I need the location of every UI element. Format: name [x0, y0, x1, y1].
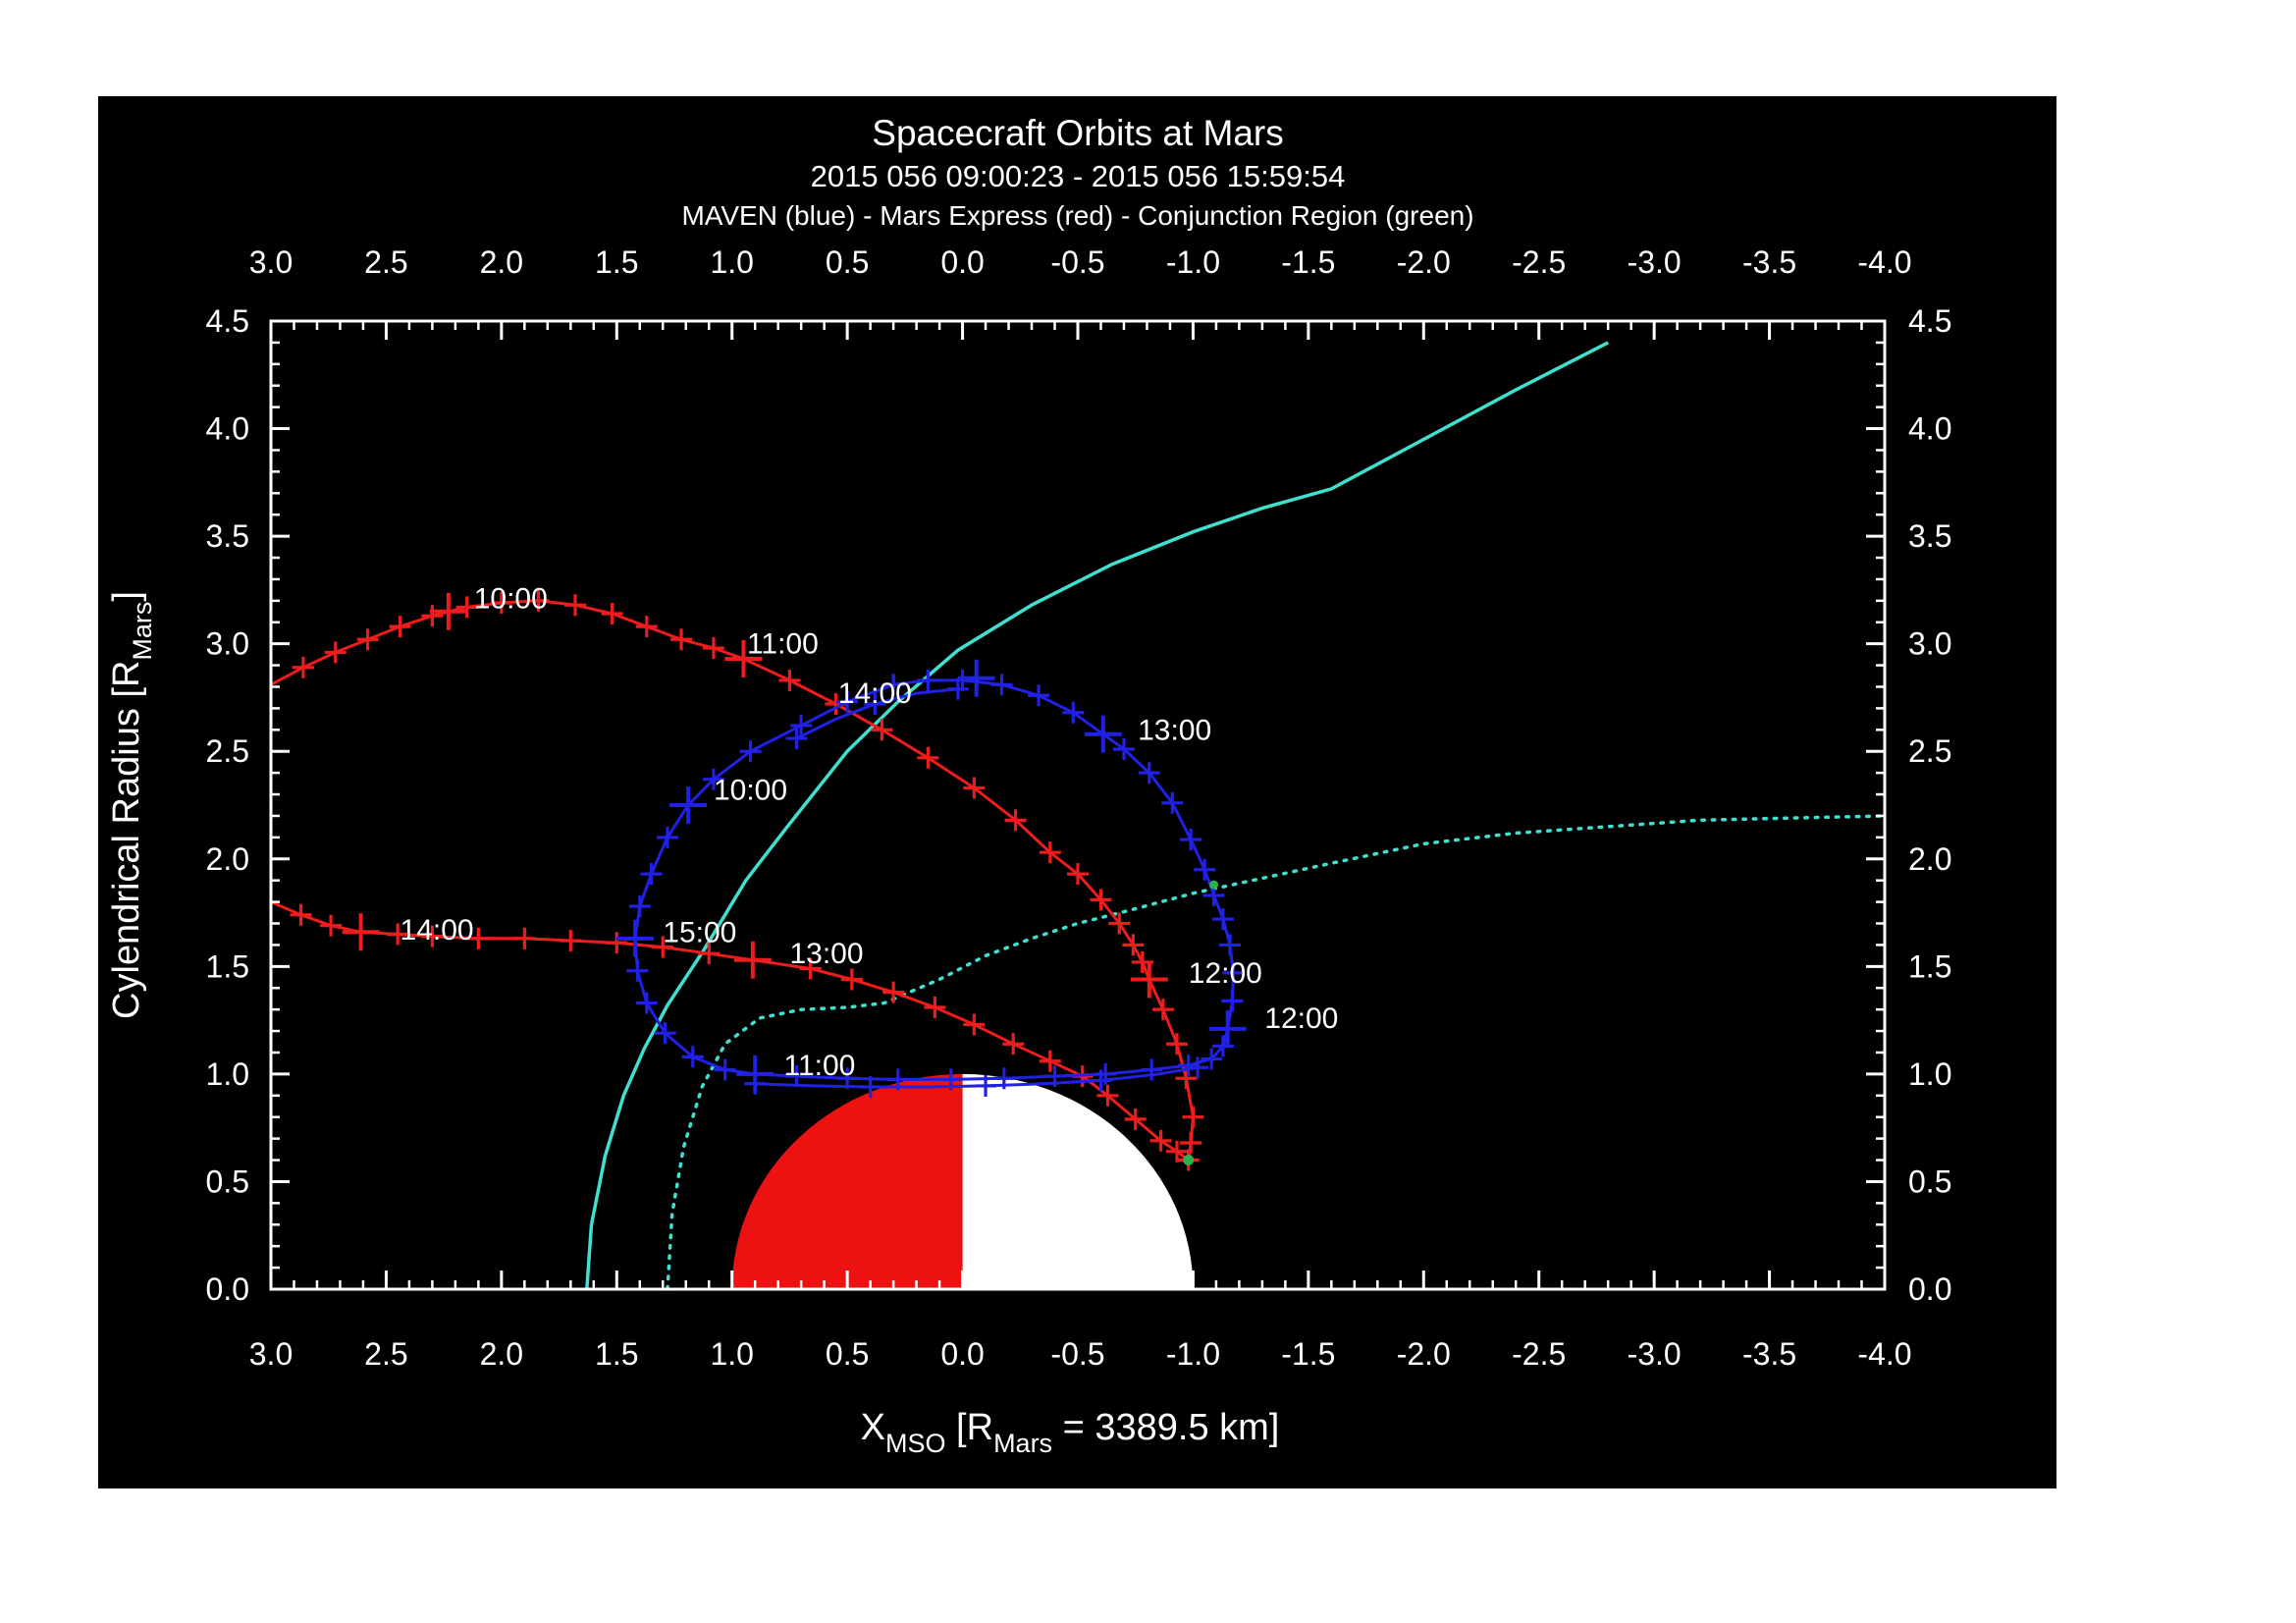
y-tick-label-right: 0.5 [1908, 1163, 1951, 1199]
x-tick-label-bottom: 2.0 [480, 1336, 523, 1372]
y-tick-label-left: 3.0 [206, 626, 249, 662]
x-tick-label-bottom: 0.0 [940, 1336, 984, 1372]
maven-time-label: 14:00 [838, 677, 912, 710]
x-tick-label-top: 0.5 [826, 244, 869, 280]
mars-dayside [731, 1073, 963, 1289]
mex-time-label: 12:00 [1189, 957, 1262, 990]
maven-orbit-retrace-top-line [785, 677, 969, 750]
x-tick-label-top: -3.5 [1742, 244, 1796, 280]
maven-time-label: 13:00 [1138, 714, 1211, 746]
y-tick-label-left: 1.0 [206, 1056, 249, 1092]
maven-time-label: 11:00 [784, 1050, 856, 1082]
x-tick-label-bottom: -4.0 [1857, 1336, 1911, 1372]
x-tick-label-bottom: -3.5 [1742, 1336, 1796, 1372]
x-tick-label-top: -2.0 [1397, 244, 1451, 280]
x-tick-label-top: -1.5 [1281, 244, 1335, 280]
mars-disk [731, 1073, 1194, 1289]
y-tick-label-left: 0.5 [206, 1163, 249, 1199]
conjunction-point [1183, 1155, 1195, 1166]
mars-express-orbit-line [270, 589, 1204, 1171]
x-tick-label-bottom: 3.0 [249, 1336, 293, 1372]
chart-layer: 10:00 11:00 12:00 13:00 14:00 10:00 11:00 12:00… [206, 244, 1952, 1372]
conjunction-point [1209, 880, 1219, 890]
x-tick-label-bottom: 1.0 [710, 1336, 753, 1372]
mex-time-label: 10:00 [474, 583, 548, 616]
x-tick-label-top: 2.0 [480, 244, 523, 280]
x-tick-label-bottom: -0.5 [1050, 1336, 1104, 1372]
x-tick-label-bottom: -2.5 [1512, 1336, 1566, 1372]
x-tick-label-bottom: -1.5 [1281, 1336, 1335, 1372]
x-tick-label-top: -0.5 [1050, 244, 1104, 280]
y-tick-label-right: 2.0 [1908, 841, 1951, 877]
maven-time-label: 15:00 [663, 916, 736, 948]
x-tick-label-top: -2.5 [1512, 244, 1566, 280]
plot-legend: MAVEN (blue) - Mars Express (red) - Conj… [681, 200, 1473, 231]
y-tick-label-right: 1.0 [1908, 1056, 1951, 1092]
y-tick-label-right: 3.0 [1908, 626, 1951, 662]
x-tick-label-bottom: 1.5 [595, 1336, 638, 1372]
time-labels: 10:00 11:00 12:00 13:00 14:00 10:00 11:00 12:00… [400, 583, 1339, 1082]
y-tick-label-right: 1.5 [1908, 948, 1951, 984]
x-axis-title: XMSO [RMars = 3389.5 km] [861, 1407, 1280, 1458]
y-tick-label-left: 2.0 [206, 841, 249, 877]
x-tick-label-top: -3.0 [1628, 244, 1682, 280]
x-tick-label-top: 2.5 [364, 244, 407, 280]
y-tick-label-left: 4.0 [206, 411, 249, 447]
x-axis-ticks: 3.0 3.0 2.5 2.5 2.0 2.0 1.5 1.5 1.0 1.0 0.5 0.5 0.0 0… [249, 244, 1912, 1372]
x-tick-label-bottom: -1.0 [1166, 1336, 1220, 1372]
mex-time-label: 13:00 [789, 938, 863, 970]
x-tick-label-bottom: -3.0 [1628, 1336, 1682, 1372]
y-tick-label-right: 4.5 [1908, 303, 1951, 339]
y-axis-title: Cylendrical Radius [RMars] [106, 591, 157, 1019]
y-axis-ticks: 0.0 0.0 0.5 0.5 1.0 1.0 1.5 1.5 2.0 2.0 2.5 2.5 3.0 3… [206, 303, 1952, 1307]
y-tick-label-left: 1.5 [206, 948, 249, 984]
maven-time-label: 10:00 [714, 775, 787, 807]
mars-nightside [962, 1073, 1194, 1289]
x-tick-label-bottom: 0.5 [826, 1336, 869, 1372]
y-tick-label-right: 2.5 [1908, 733, 1951, 769]
mex-time-label: 14:00 [400, 914, 474, 947]
x-tick-label-top: 3.0 [249, 244, 293, 280]
y-tick-label-right: 4.0 [1908, 411, 1951, 447]
magnetopause-line [666, 814, 1887, 1291]
y-tick-label-right: 0.0 [1908, 1271, 1951, 1307]
x-tick-label-top: -1.0 [1166, 244, 1220, 280]
y-tick-label-left: 4.5 [206, 303, 249, 339]
x-tick-label-top: 1.5 [595, 244, 638, 280]
y-tick-label-left: 3.5 [206, 518, 249, 554]
mex-time-label: 11:00 [747, 628, 819, 661]
y-tick-label-left: 0.0 [206, 1271, 249, 1307]
maven-time-label: 12:00 [1264, 1002, 1338, 1035]
y-tick-label-right: 3.5 [1908, 518, 1951, 554]
x-tick-label-bottom: -2.0 [1397, 1336, 1451, 1372]
bow-shock-line [585, 341, 1609, 1290]
y-tick-label-left: 2.5 [206, 733, 249, 769]
x-tick-label-top: 1.0 [710, 244, 753, 280]
hour-markers [342, 592, 1247, 1093]
plot-subtitle: 2015 056 09:00:23 - 2015 056 15:59:54 [811, 159, 1346, 193]
conjunction-markers [1183, 880, 1219, 1166]
x-tick-label-top: -4.0 [1857, 244, 1911, 280]
x-tick-label-top: 0.0 [940, 244, 984, 280]
x-tick-label-bottom: 2.5 [364, 1336, 407, 1372]
plot-title: Spacecraft Orbits at Mars [872, 113, 1283, 153]
